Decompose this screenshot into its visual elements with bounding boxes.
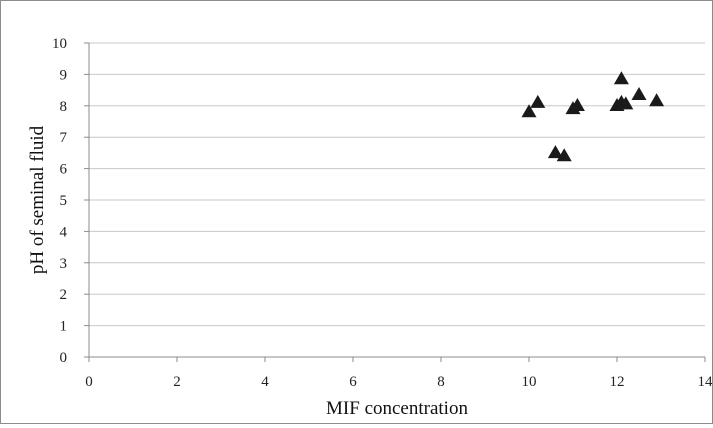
y-tick-label-5: 5 <box>60 193 68 209</box>
y-tick-label-6: 6 <box>60 162 68 178</box>
y-tick-label-9: 9 <box>60 67 68 83</box>
x-tick-label-6: 6 <box>349 374 357 390</box>
data-point-triangle <box>569 98 585 111</box>
data-point-triangle <box>547 145 563 159</box>
data-point-triangle <box>618 96 634 110</box>
x-tick-label-12: 12 <box>610 374 625 390</box>
data-point-triangle <box>613 71 629 85</box>
x-tick-label-0: 0 <box>85 374 93 390</box>
y-tick-label-1: 1 <box>60 319 68 335</box>
data-point-triangle <box>649 93 665 107</box>
axes <box>84 42 706 362</box>
x-tick-label-14: 14 <box>698 374 713 390</box>
x-tick-label-8: 8 <box>437 374 445 390</box>
y-tick-label-0: 0 <box>60 350 68 366</box>
data-point-triangle <box>556 148 572 162</box>
y-tick-label-2: 2 <box>60 287 68 303</box>
data-point-triangle <box>521 104 537 118</box>
y-tick-label-10: 10 <box>52 36 67 52</box>
x-axis-title: MIF concentration <box>326 398 468 419</box>
y-tick-label-7: 7 <box>60 130 68 146</box>
data-points <box>521 71 665 162</box>
y-tick-label-4: 4 <box>60 224 68 240</box>
y-tick-label-3: 3 <box>60 256 68 272</box>
gridlines <box>89 42 705 327</box>
y-axis-title: pH of seminal fluid <box>27 125 48 274</box>
data-point-triangle <box>530 94 546 108</box>
x-tick-label-4: 4 <box>261 374 269 390</box>
x-tick-label-2: 2 <box>173 374 181 390</box>
y-tick-label-8: 8 <box>60 99 68 115</box>
x-tick-label-10: 10 <box>522 374 537 390</box>
data-point-triangle <box>631 87 647 101</box>
